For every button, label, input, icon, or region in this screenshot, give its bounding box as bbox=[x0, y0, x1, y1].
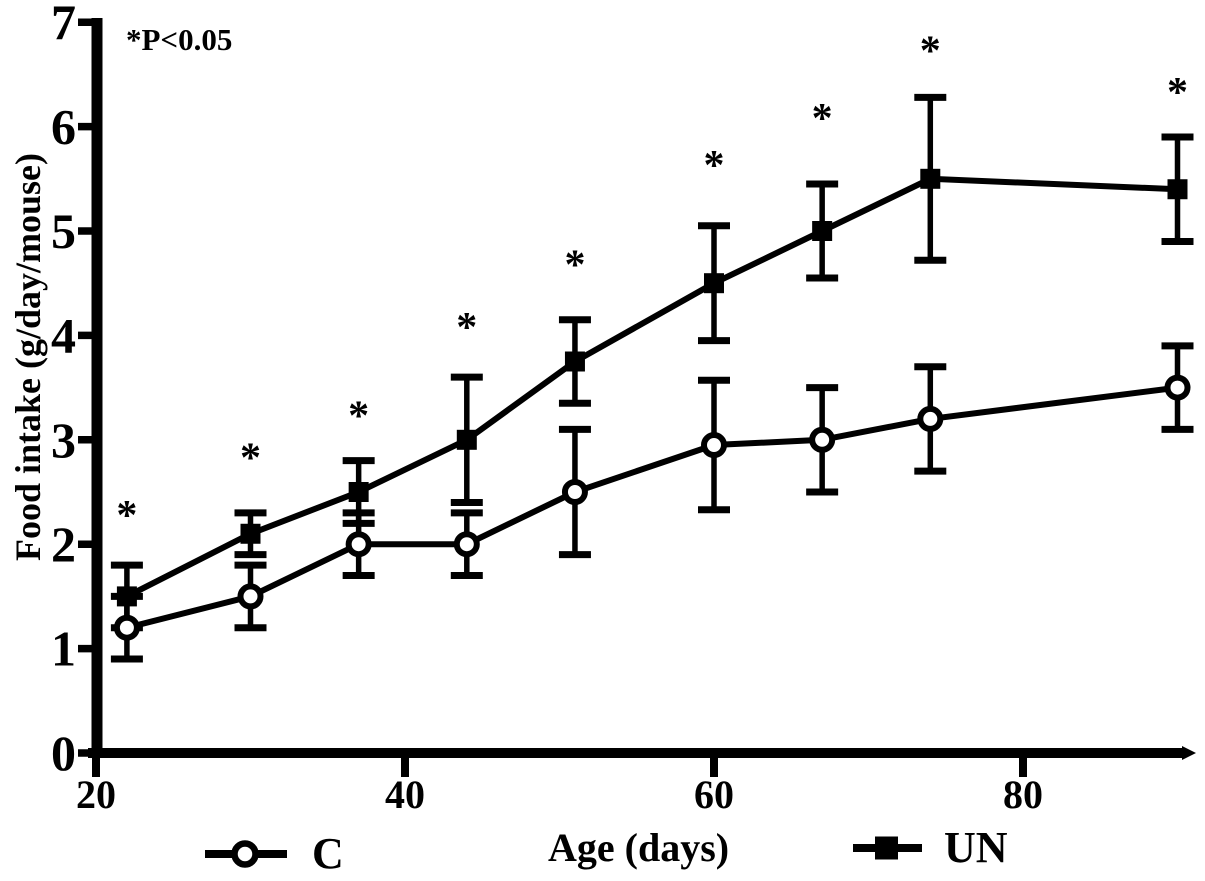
significance-asterisk: * bbox=[240, 435, 261, 481]
x-tick-label: 80 bbox=[1003, 772, 1043, 817]
data-point-UN bbox=[116, 586, 137, 607]
data-point-C bbox=[1164, 374, 1191, 401]
data-point-UN bbox=[348, 482, 369, 502]
significance-asterisk: * bbox=[564, 242, 585, 288]
data-point-UN bbox=[920, 168, 941, 189]
open-circle-marker-icon bbox=[205, 840, 287, 868]
y-tick-label: 7 bbox=[51, 0, 76, 50]
data-point-C bbox=[917, 405, 944, 432]
significance-asterisk: * bbox=[116, 493, 137, 539]
legend-item-un: UN bbox=[850, 826, 1008, 870]
significance-asterisk: * bbox=[812, 96, 833, 142]
data-point-UN bbox=[240, 523, 261, 544]
filled-square-marker-icon bbox=[853, 836, 922, 860]
y-axis-title: Food intake (g/day/mouse) bbox=[8, 152, 48, 562]
data-point-UN bbox=[812, 221, 833, 241]
significance-asterisk: * bbox=[1167, 70, 1188, 116]
data-point-C bbox=[237, 583, 264, 610]
x-tick-label: 60 bbox=[694, 772, 734, 817]
data-point-UN bbox=[704, 273, 724, 294]
significance-asterisk: * bbox=[920, 28, 941, 74]
series-line-UN bbox=[125, 175, 1178, 600]
series-line-C bbox=[126, 384, 1178, 631]
data-point-C bbox=[701, 432, 727, 459]
data-point-UN bbox=[1167, 179, 1188, 200]
y-tick-label: 6 bbox=[51, 99, 76, 155]
y-tick-label: 4 bbox=[51, 307, 76, 363]
significance-annotation: *P<0.05 bbox=[126, 22, 233, 57]
y-tick-label: 0 bbox=[51, 725, 76, 781]
data-point-C bbox=[809, 426, 836, 453]
y-tick-label: 1 bbox=[51, 621, 76, 677]
data-point-C bbox=[561, 479, 588, 505]
legend-item-c: C bbox=[202, 832, 344, 876]
significance-asterisk: * bbox=[704, 143, 725, 189]
x-axis-title: Age (days) bbox=[548, 825, 730, 870]
data-point-UN bbox=[456, 429, 477, 450]
data-point-C bbox=[113, 614, 140, 641]
significance-asterisk: * bbox=[348, 394, 369, 440]
significance-asterisk: * bbox=[456, 305, 477, 351]
y-tick-label: 3 bbox=[51, 412, 76, 468]
y-tick-label: 5 bbox=[51, 203, 76, 259]
x-axis-arrow-tip bbox=[1182, 746, 1196, 760]
data-point-UN bbox=[564, 351, 585, 372]
data-point-C bbox=[453, 531, 480, 558]
x-tick-label: 20 bbox=[76, 772, 116, 817]
x-tick-label: 40 bbox=[385, 772, 425, 817]
legend-label-c: C bbox=[312, 829, 344, 878]
y-tick-label: 2 bbox=[51, 516, 76, 572]
data-point-C bbox=[345, 531, 372, 558]
legend-label-un: UN bbox=[944, 823, 1008, 872]
